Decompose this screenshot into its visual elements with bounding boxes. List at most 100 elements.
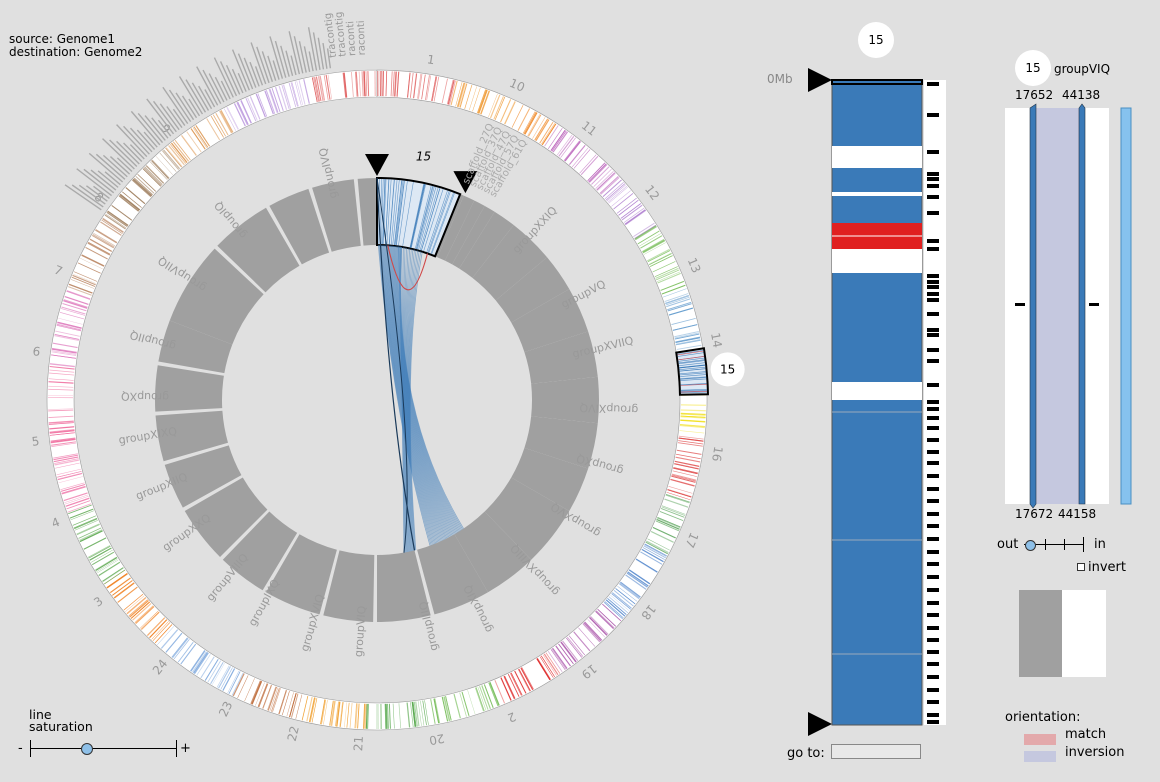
outer-ring-line — [177, 641, 194, 663]
inner-ring-segment[interactable] — [531, 376, 599, 424]
inner-ring-segment[interactable] — [444, 200, 485, 265]
zoom-slider-track[interactable] — [1024, 544, 1084, 545]
link-ribbon[interactable] — [407, 249, 417, 551]
outer-ring[interactable] — [46, 69, 708, 731]
zoom-slider-knob[interactable] — [1025, 540, 1036, 551]
inner-ring-label[interactable]: groupVIQ — [352, 605, 369, 657]
inner-ring-segment[interactable] — [437, 195, 475, 261]
chromosome-tick — [927, 333, 939, 337]
outer-ring-line — [472, 87, 481, 112]
match-ribbon[interactable] — [387, 245, 428, 291]
chromosome-block[interactable] — [831, 79, 923, 726]
bottom-region-marker[interactable] — [808, 712, 832, 736]
inner-ring-segment[interactable] — [495, 257, 570, 323]
inner-ring-segment[interactable] — [155, 410, 229, 462]
invert-checkbox[interactable] — [1077, 563, 1085, 571]
outer-ring-line — [48, 408, 74, 410]
saturation-slider-track[interactable] — [30, 748, 176, 749]
link-ribbon[interactable] — [403, 247, 408, 553]
inner-ring-segment[interactable] — [524, 331, 598, 384]
top-region-marker[interactable] — [808, 68, 832, 92]
inner-ring-segment[interactable] — [377, 550, 431, 622]
inner-ring-segment[interactable] — [511, 289, 589, 353]
outer-ring-line — [357, 703, 360, 729]
inner-ring-segment[interactable] — [164, 445, 242, 508]
inner-ring-label[interactable]: groupXIVQ — [579, 401, 639, 416]
inner-ring-segment[interactable] — [269, 188, 330, 265]
chromosome-tick — [927, 184, 939, 188]
outer-ring-line — [450, 80, 458, 106]
selection-end-marker[interactable] — [453, 171, 478, 194]
inner-ring-segment[interactable] — [323, 550, 375, 622]
link-ribbon[interactable] — [380, 245, 435, 545]
link-ribbon[interactable] — [407, 249, 415, 552]
outer-ring-line — [54, 460, 80, 466]
inner-ring-segment[interactable] — [217, 207, 300, 293]
inner-ring-segment[interactable] — [417, 534, 488, 615]
link-ribbon[interactable] — [377, 244, 431, 546]
detail-view[interactable] — [1000, 100, 1140, 510]
selection-start-marker[interactable] — [365, 154, 389, 176]
link-ribbon[interactable] — [401, 246, 406, 553]
link-ribbon[interactable] — [380, 245, 434, 545]
link-ribbon[interactable] — [399, 246, 406, 553]
outer-ring-line — [275, 86, 284, 111]
inner-ring-segment[interactable] — [454, 511, 532, 593]
inner-ring-segment[interactable] — [459, 211, 514, 278]
inner-ring-segment[interactable] — [312, 179, 361, 252]
outer-ring-line — [88, 545, 111, 559]
inner-ring-segment[interactable] — [524, 416, 598, 469]
saturation-slider-knob[interactable] — [80, 743, 93, 755]
chromosome-view[interactable] — [800, 60, 960, 750]
inner-ring-segment[interactable] — [511, 447, 589, 511]
link-ribbon[interactable] — [382, 245, 438, 544]
outer-ring-line — [346, 702, 350, 728]
zoom-in-label: in — [1094, 537, 1106, 552]
chromosome-badge[interactable]: 15 — [858, 22, 894, 58]
inner-ring-segment[interactable] — [357, 178, 377, 246]
outer-ring-line — [57, 321, 82, 329]
goto-input[interactable] — [831, 744, 921, 759]
label-fan-line — [293, 36, 304, 74]
link-ribbon[interactable] — [408, 250, 420, 551]
detail-left-block[interactable] — [1029, 103, 1037, 509]
inner-ring-segment[interactable] — [158, 320, 233, 374]
outer-selected-segment[interactable] — [675, 347, 709, 396]
inner-ring-label[interactable]: groupXQ — [121, 390, 170, 404]
outer-ring-line — [336, 701, 341, 727]
outer-ring-line — [667, 303, 692, 311]
inner-ring-segment[interactable] — [484, 477, 570, 560]
detail-badge[interactable]: 15 — [1015, 50, 1051, 86]
outer-ring-line — [76, 524, 100, 536]
inner-ring-segment[interactable] — [266, 534, 337, 615]
outer-ring-line — [227, 670, 240, 694]
link-ribbon[interactable] — [402, 247, 407, 553]
circos-plot[interactable]: 1101112131416171819220212223243456789gro… — [0, 0, 760, 782]
detail-scroll-bar[interactable] — [1120, 107, 1132, 505]
link-ribbon[interactable] — [398, 246, 461, 531]
outer-ring-line — [548, 128, 563, 150]
inner-ring-segment[interactable] — [169, 248, 264, 345]
link-ribbon[interactable] — [381, 245, 437, 544]
label-fan-line — [83, 168, 115, 194]
inner-ring-segment[interactable] — [452, 205, 495, 269]
outer-ring-line — [245, 98, 257, 122]
outer-selected-badge[interactable]: 15 — [720, 362, 735, 376]
link-ribbon[interactable] — [405, 248, 411, 552]
inner-ring-segment[interactable] — [222, 511, 298, 591]
link-ribbon[interactable] — [408, 250, 419, 551]
detail-right-block[interactable] — [1078, 103, 1086, 505]
inner-ring-segment[interactable] — [154, 365, 224, 412]
inversion-region[interactable] — [1034, 108, 1084, 504]
link-ribbon[interactable] — [409, 251, 422, 551]
link-ribbon[interactable] — [383, 245, 439, 543]
link-ribbon[interactable] — [406, 249, 414, 552]
match-swatch — [1024, 734, 1056, 745]
inner-ring-segment[interactable] — [184, 477, 268, 557]
chromosome-tick — [927, 713, 939, 717]
link-ribbon[interactable] — [406, 248, 412, 552]
inner-ring-segment[interactable] — [472, 225, 548, 301]
outer-ring-line — [602, 603, 622, 622]
chromosome-tick — [927, 280, 939, 284]
outer-ring-line — [190, 650, 206, 672]
